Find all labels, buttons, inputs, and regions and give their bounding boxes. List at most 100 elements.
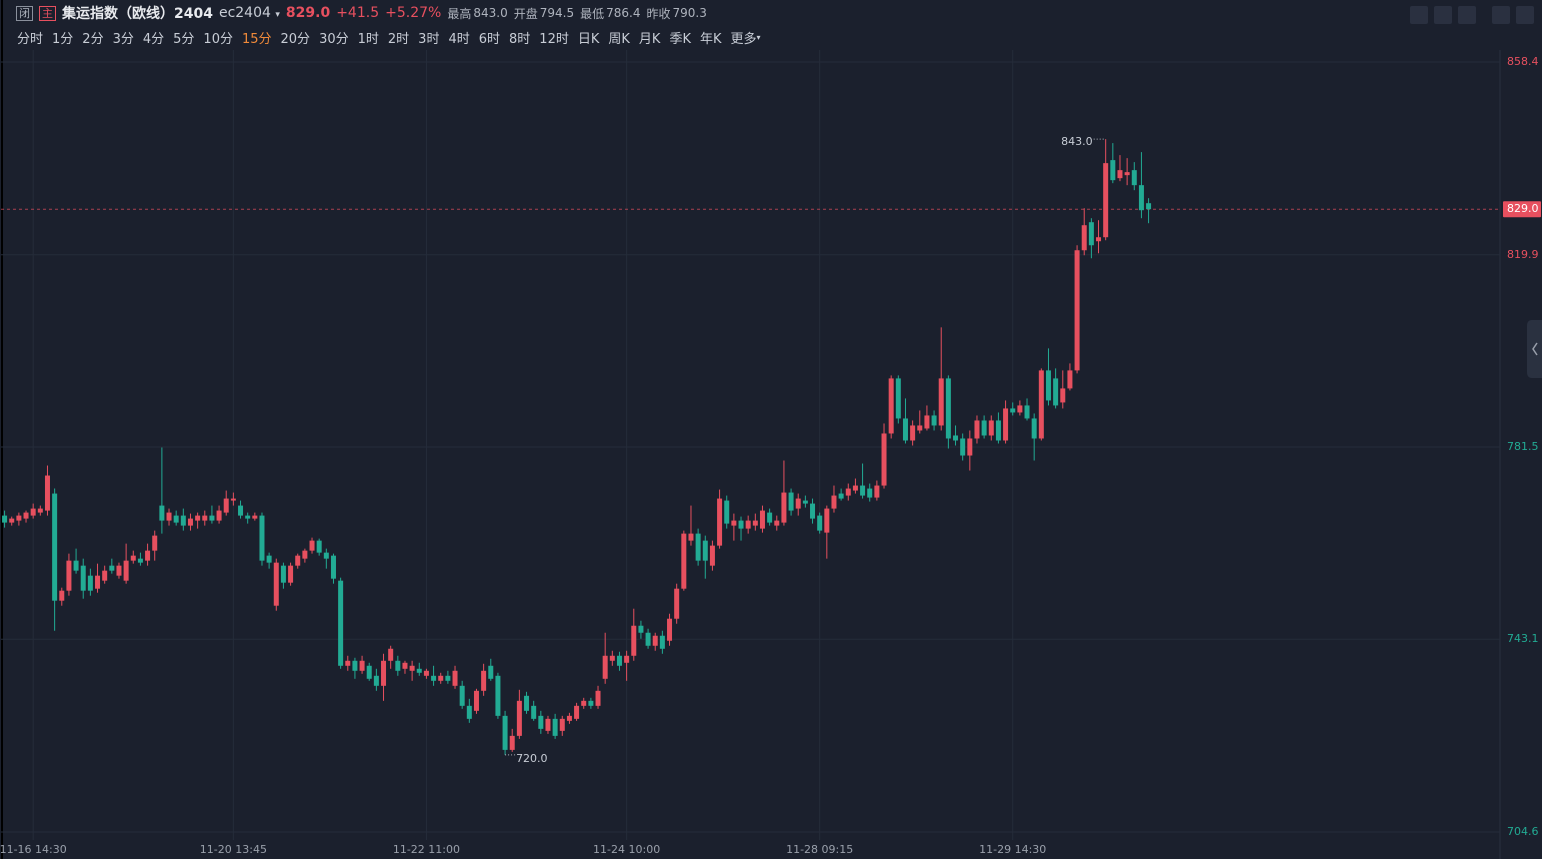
candle-body xyxy=(781,492,787,523)
candle-body xyxy=(1038,370,1044,439)
candle-body xyxy=(266,555,272,563)
indicator-button[interactable] xyxy=(1410,6,1428,24)
timeframe[interactable]: 20分 xyxy=(280,32,311,47)
timeframe[interactable]: 10分 xyxy=(203,32,233,47)
candle-body xyxy=(130,555,136,561)
timeframe[interactable]: 3时 xyxy=(418,32,440,47)
candle-body xyxy=(73,560,79,571)
candle-body xyxy=(202,515,208,521)
timeframe[interactable]: 5分 xyxy=(173,32,195,47)
chart-type-button[interactable] xyxy=(1458,6,1476,24)
stat-value: 843.0 xyxy=(473,6,508,20)
candle-body xyxy=(466,705,472,719)
timeframe[interactable]: 分时 xyxy=(17,32,44,47)
candle-body xyxy=(445,675,451,681)
candle-body xyxy=(988,420,994,436)
stat-value: 790.3 xyxy=(672,6,707,20)
candle-body xyxy=(59,590,65,601)
draw-button[interactable] xyxy=(1434,6,1452,24)
candle-body xyxy=(702,540,708,561)
candle-body xyxy=(631,625,637,656)
candle-body xyxy=(152,535,158,551)
x-tick-label: 11-24 10:00 xyxy=(593,843,660,856)
timeframe[interactable]: 日K xyxy=(577,32,600,47)
candle-body xyxy=(824,508,830,533)
candle-body xyxy=(524,695,530,711)
candle-body xyxy=(330,555,336,579)
candle-body xyxy=(9,518,15,523)
timeframe[interactable]: 1时 xyxy=(357,32,379,47)
candle-body xyxy=(180,515,186,526)
candle-body xyxy=(745,520,751,529)
x-tick-label: 11-29 14:30 xyxy=(979,843,1046,856)
candle-body xyxy=(1124,172,1130,176)
timeframe[interactable]: 2时 xyxy=(387,32,410,47)
candle-body xyxy=(159,505,165,521)
candle-body xyxy=(545,718,551,731)
candle-body xyxy=(495,675,501,716)
timeframe[interactable]: 更多 xyxy=(730,32,757,47)
timeframe[interactable]: 周K xyxy=(608,32,630,47)
candle-body xyxy=(502,715,508,750)
x-tick-label: 11-22 11:00 xyxy=(393,843,460,856)
candle-body xyxy=(366,665,372,679)
change: +41.5 xyxy=(336,5,380,21)
timeframe[interactable]: 1分 xyxy=(52,32,74,47)
candle-body xyxy=(66,560,72,591)
candle-body xyxy=(395,660,401,671)
close-button[interactable] xyxy=(1516,6,1534,24)
timeframe[interactable]: 年K xyxy=(699,32,722,47)
timeframe[interactable]: 30分 xyxy=(319,32,349,47)
candle-body xyxy=(1096,237,1102,242)
candle-body xyxy=(888,378,894,434)
candle-body xyxy=(881,433,887,486)
candle-body xyxy=(409,665,415,671)
candle-body xyxy=(373,675,379,686)
candle-body xyxy=(795,498,801,509)
timeframe[interactable]: 季K xyxy=(669,32,691,47)
candle-body xyxy=(509,735,515,750)
timeframe[interactable]: 12时 xyxy=(539,32,569,47)
timeframe[interactable]: 15分 xyxy=(241,32,272,47)
candle-body xyxy=(338,580,344,666)
timeframe[interactable]: 4分 xyxy=(142,32,165,47)
candle-body xyxy=(381,660,387,686)
candle-body xyxy=(638,625,644,633)
candle-body xyxy=(295,555,301,566)
flag[interactable]: 闭 xyxy=(16,5,33,21)
candle-body xyxy=(588,700,594,706)
candle-body xyxy=(216,510,222,521)
candle-body xyxy=(1017,405,1023,413)
candle-body xyxy=(116,565,122,576)
instrument-code[interactable]: ec2404 ▾ xyxy=(218,5,280,21)
candle-body xyxy=(967,438,973,456)
timeframe[interactable]: 3分 xyxy=(112,32,134,47)
candle-body xyxy=(867,488,873,498)
toolbar xyxy=(1410,6,1534,24)
timeframe[interactable]: 4时 xyxy=(448,32,470,47)
x-tick-label: 11-16 14:30 xyxy=(0,843,67,856)
candle-body xyxy=(87,575,93,591)
timeframe[interactable]: 2分 xyxy=(82,32,104,47)
instrument-name[interactable]: 集运指数（欧线）2404 xyxy=(62,6,213,22)
candle-body xyxy=(195,515,201,521)
flag[interactable]: 主 xyxy=(39,5,56,21)
candle-body xyxy=(845,488,851,496)
code: ec2404 xyxy=(218,5,271,21)
timeframe[interactable]: 8时 xyxy=(509,32,531,47)
header: 闭 主 集运指数（欧线）2404 ec2404 ▾ 829.0 +41.5 +5… xyxy=(16,4,707,22)
candle-body xyxy=(1103,163,1109,238)
candle-body xyxy=(109,565,115,571)
side-tab[interactable] xyxy=(1527,320,1542,378)
candle-body xyxy=(459,685,465,706)
candle-body xyxy=(767,512,773,523)
timeframe[interactable]: 月K xyxy=(638,32,661,47)
timeframe[interactable]: 6时 xyxy=(478,32,501,47)
candle-body xyxy=(230,498,236,501)
expand-button[interactable] xyxy=(1492,6,1510,24)
candle-body xyxy=(624,655,630,663)
candle-body xyxy=(902,418,908,441)
candle-body xyxy=(1003,408,1009,441)
candle-body xyxy=(759,510,765,529)
candle-body xyxy=(16,515,22,521)
